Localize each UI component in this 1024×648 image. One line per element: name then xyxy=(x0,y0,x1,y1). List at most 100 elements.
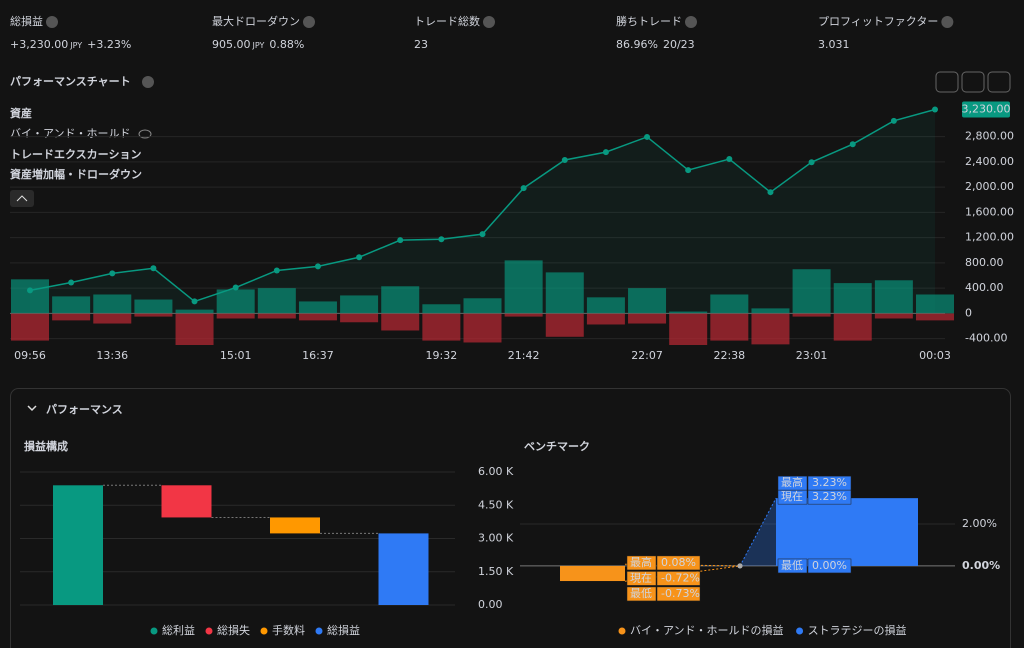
equity-point xyxy=(109,270,116,277)
drawdown-bar xyxy=(833,313,872,341)
equity-point xyxy=(27,287,33,294)
stat-name: 最高 xyxy=(630,555,652,569)
stat-label: 最大ドローダウン xyxy=(212,14,300,28)
chevron[interactable] xyxy=(27,405,37,412)
fullscreen-button[interactable] xyxy=(987,71,1011,93)
y-tick-label: 2,400.00 xyxy=(965,155,1014,168)
info-icon[interactable] xyxy=(303,16,315,28)
equity-point xyxy=(68,279,75,286)
drawdown-bar xyxy=(504,313,543,317)
runup-bar xyxy=(11,279,49,314)
x-tick-label: 19:32 xyxy=(426,349,458,362)
link xyxy=(624,565,741,582)
stat-value: 905.00 JPY 0.88% xyxy=(212,38,304,51)
equity-point xyxy=(479,231,486,238)
stat-number: 3.031 xyxy=(818,38,850,51)
runup-bar xyxy=(422,304,461,314)
info-icon[interactable] xyxy=(685,16,697,28)
snapshot-button[interactable] xyxy=(961,71,985,93)
y-tick-label: 4.50 K xyxy=(478,498,514,511)
info-icon[interactable] xyxy=(142,76,154,88)
equity-point xyxy=(232,284,239,291)
runup-bar xyxy=(833,283,872,314)
equity-point xyxy=(356,254,363,261)
info-icon[interactable] xyxy=(46,16,58,28)
stat-name-box xyxy=(626,571,657,586)
legend-drawdown[interactable]: 資産増加幅・ドローダウン xyxy=(10,167,142,181)
legend-label: 総損益 xyxy=(327,623,360,637)
benchmark-title: ベンチマーク xyxy=(524,440,590,453)
stat-extra: +3.23% xyxy=(87,38,131,51)
drawdown-bar xyxy=(669,313,708,345)
stat-name-box xyxy=(626,586,657,602)
stat-value: 0.08% xyxy=(661,556,696,569)
runup-bar xyxy=(628,288,667,314)
stat-value-box xyxy=(656,586,701,602)
stat-value: +3,230.00 JPY +3.23% xyxy=(10,38,131,51)
last-value-label: 3,230.00 xyxy=(962,102,1011,115)
runup-bar xyxy=(504,260,543,314)
stat-name-box xyxy=(777,558,808,574)
equity-point xyxy=(191,298,198,305)
equity-point xyxy=(438,236,445,243)
legend-buy-hold[interactable]: バイ・アンド・ホールド xyxy=(10,127,131,140)
drawdown-bar xyxy=(710,313,749,341)
runup-bar xyxy=(463,298,502,314)
stat-value: 3.23% xyxy=(812,490,847,503)
y-tick-label: 6.00 K xyxy=(478,465,514,478)
y-tick-label: 400.00 xyxy=(965,281,1004,294)
x-tick-label: 21:42 xyxy=(508,349,540,362)
runup-bar xyxy=(93,294,132,314)
hidden-icon[interactable] xyxy=(138,129,152,139)
stat-value: 3.23% xyxy=(812,476,847,489)
y-tick-label: 0.00 xyxy=(478,598,503,611)
y-tick-label: 2,800.00 xyxy=(965,130,1014,143)
stat-value-box xyxy=(656,555,701,571)
x-tick-label: 13:36 xyxy=(96,349,128,362)
equity-point xyxy=(520,185,527,192)
equity-point xyxy=(314,263,321,270)
legend-label: 総損失 xyxy=(217,623,250,637)
stat-name: 最低 xyxy=(781,559,803,572)
stat-number: +3,230.00 xyxy=(10,38,68,51)
drawdown-bar xyxy=(463,313,502,343)
equity-point xyxy=(150,265,157,272)
stat-value-box xyxy=(807,489,852,505)
drawdown-bar xyxy=(134,313,173,317)
drawdown-bar xyxy=(545,313,584,337)
legend-label: ストラテジーの損益 xyxy=(808,623,907,637)
equity-point xyxy=(808,159,815,166)
legend-excursion[interactable]: トレードエクスカーション xyxy=(10,148,141,161)
stat-value: -0.72% xyxy=(661,571,700,584)
stat-name: 現在 xyxy=(781,490,803,503)
x-tick-label: 22:07 xyxy=(631,349,663,362)
drawdown-bar xyxy=(586,313,625,325)
legend-dot xyxy=(618,627,626,635)
stat-number: 905.00 xyxy=(212,38,251,51)
stat-label: トレード総数 xyxy=(414,14,480,28)
legend-dot xyxy=(796,627,804,635)
equity-point xyxy=(932,106,938,113)
legend-equity[interactable]: 資産 xyxy=(10,106,32,120)
stat-value: 3.031 xyxy=(818,38,850,51)
info-icon[interactable] xyxy=(941,16,954,28)
y-tick-label: 3.00 K xyxy=(478,532,514,545)
settings-button[interactable] xyxy=(935,71,959,93)
toolbar xyxy=(935,71,1011,93)
collapse-button[interactable] xyxy=(10,190,34,207)
drawdown-bar xyxy=(257,313,296,319)
y-tick-label: -400.00 xyxy=(965,332,1007,345)
waterfall-bar xyxy=(270,517,320,534)
stat-label: 勝ちトレード xyxy=(616,14,682,28)
info-icon[interactable] xyxy=(483,16,495,28)
runup-bar xyxy=(298,301,337,314)
legend-label: バイ・アンド・ホールドの損益 xyxy=(630,623,784,637)
stat-value-box xyxy=(656,571,701,586)
waterfall-bar xyxy=(53,485,103,605)
legend-label: 手数料 xyxy=(272,623,305,637)
equity-point xyxy=(685,167,692,174)
runup-bar xyxy=(874,280,913,314)
stat-extra: 20/23 xyxy=(663,38,695,51)
link xyxy=(739,497,777,567)
equity-point xyxy=(273,267,280,274)
